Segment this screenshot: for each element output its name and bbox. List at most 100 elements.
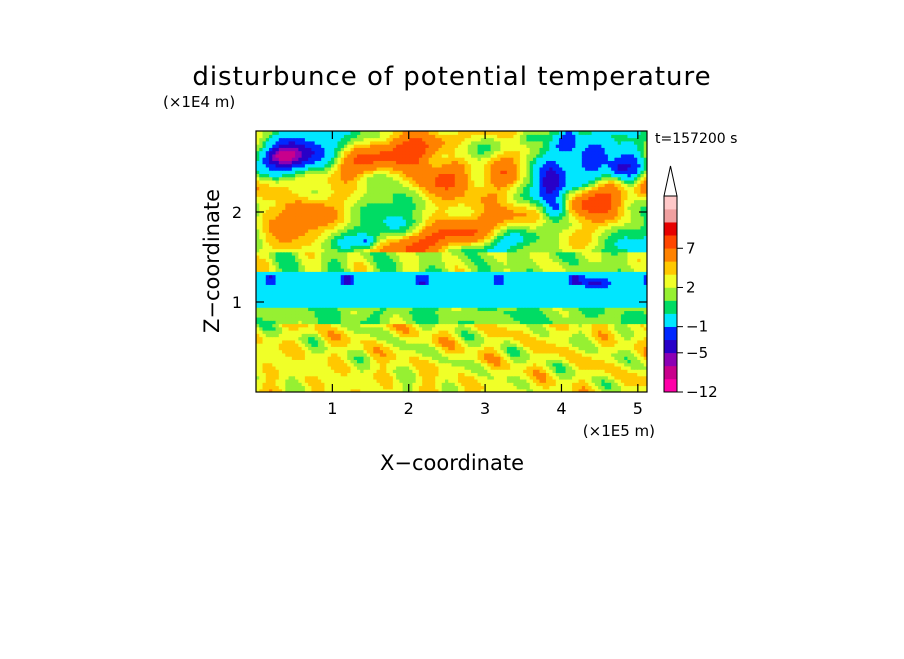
heatmap-cell (624, 382, 629, 387)
heatmap-cell (487, 349, 492, 354)
heatmap-cell (555, 362, 560, 367)
heatmap-cell (519, 343, 524, 347)
heatmap-cell (278, 339, 283, 344)
heatmap-cell (288, 378, 293, 383)
heatmap-cell (581, 284, 586, 289)
heatmap-cell (425, 346, 430, 351)
heatmap-cell (545, 274, 550, 279)
heatmap-cell (471, 303, 475, 308)
heatmap-cell (585, 378, 589, 383)
heatmap-cell (298, 323, 303, 328)
heatmap-cell (259, 254, 264, 259)
heatmap-cell (295, 300, 299, 305)
heatmap-cell (523, 320, 528, 325)
heatmap-cell (428, 333, 433, 338)
heatmap-cell (317, 258, 322, 263)
heatmap-cell (291, 297, 296, 302)
heatmap-cell (506, 326, 511, 331)
heatmap-cell (399, 268, 404, 272)
heatmap-cell (402, 336, 407, 341)
heatmap-cell (487, 359, 492, 364)
heatmap-cell (317, 264, 322, 269)
heatmap-cell (630, 268, 635, 272)
heatmap-cell (337, 290, 342, 295)
heatmap-cell (285, 307, 290, 312)
heatmap-cell (575, 352, 580, 357)
heatmap-cell (503, 333, 508, 338)
heatmap-cell (614, 281, 619, 285)
heatmap-cell (565, 385, 570, 390)
heatmap-cell (269, 339, 273, 344)
heatmap-cell (559, 369, 563, 374)
heatmap-cell (523, 284, 528, 289)
heatmap-cell (360, 330, 365, 334)
heatmap-cell (412, 303, 417, 308)
heatmap-cell (422, 271, 427, 276)
heatmap-cell (282, 369, 286, 374)
heatmap-cell (572, 339, 576, 344)
heatmap-cell (301, 303, 306, 308)
heatmap-cell (464, 365, 469, 370)
heatmap-cell (262, 268, 267, 272)
heatmap-cell (402, 346, 407, 351)
heatmap-cell (575, 343, 580, 347)
heatmap-cell (611, 333, 616, 338)
heatmap-cell (555, 356, 560, 360)
heatmap-cell (444, 313, 449, 318)
heatmap-cell (438, 316, 443, 321)
heatmap-cell (392, 330, 397, 334)
heatmap-cell (490, 281, 495, 285)
heatmap-cell (536, 382, 541, 387)
heatmap-cell (480, 372, 485, 377)
heatmap-cell (353, 303, 358, 308)
heatmap-cell (565, 300, 570, 305)
heatmap-cell (386, 330, 391, 334)
heatmap-cell (399, 375, 404, 380)
heatmap-cell (519, 284, 524, 289)
heatmap-cell (594, 372, 599, 377)
heatmap-cell (578, 333, 583, 338)
heatmap-cell (624, 310, 629, 315)
heatmap-cell (471, 320, 475, 325)
heatmap-cell (405, 264, 410, 269)
heatmap-cell (581, 274, 586, 279)
heatmap-cell (585, 385, 589, 390)
heatmap-cell (304, 316, 309, 321)
heatmap-cell (624, 378, 629, 383)
heatmap-cell (572, 356, 576, 360)
heatmap-cell (487, 362, 492, 367)
heatmap-cell (523, 346, 528, 351)
heatmap-cell (259, 258, 264, 263)
heatmap-cell (412, 378, 417, 383)
heatmap-cell (581, 372, 586, 377)
heatmap-cell (295, 326, 299, 331)
heatmap-cell (591, 297, 596, 302)
heatmap-cell (321, 254, 326, 259)
heatmap-cell (559, 336, 563, 341)
heatmap-cell (607, 294, 612, 298)
heatmap-cell (477, 369, 482, 374)
heatmap-cell (334, 378, 339, 383)
heatmap-cell (614, 372, 619, 377)
heatmap-cell (464, 258, 469, 263)
heatmap-cell (301, 294, 306, 298)
heatmap-cell (633, 287, 638, 292)
heatmap-cell (562, 336, 567, 341)
heatmap-cell (624, 320, 629, 325)
heatmap-cell (549, 274, 554, 279)
heatmap-cell (301, 333, 306, 338)
heatmap-cell (308, 300, 312, 305)
heatmap-cell (516, 258, 521, 263)
heatmap-cell (542, 326, 547, 331)
heatmap-cell (262, 264, 267, 269)
heatmap-cell (288, 310, 293, 315)
heatmap-cell (409, 346, 413, 351)
heatmap-cell (435, 313, 440, 318)
heatmap-cell (490, 274, 495, 279)
heatmap-cell (578, 378, 583, 383)
heatmap-cell (444, 352, 449, 357)
heatmap-cell (360, 303, 365, 308)
heatmap-cell (379, 316, 384, 321)
heatmap-cell (451, 316, 456, 321)
heatmap-cell (337, 388, 342, 392)
